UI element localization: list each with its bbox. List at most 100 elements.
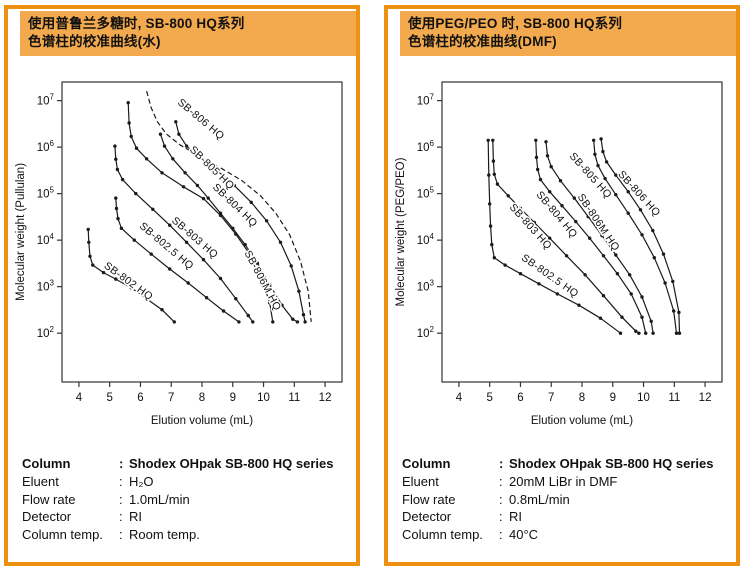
curve-sb-806-hq xyxy=(146,90,312,322)
y-tick-label: 106 xyxy=(417,139,435,154)
data-point xyxy=(626,189,630,194)
data-point xyxy=(120,177,125,181)
panel-title: 使用PEG/PEO 时, SB-800 HQ系列 色谱柱的校准曲线(DMF) xyxy=(400,11,736,56)
data-point xyxy=(671,279,675,283)
data-point xyxy=(538,177,543,181)
data-point xyxy=(289,263,293,268)
x-tick-label: 10 xyxy=(637,392,650,404)
y-tick-label: 104 xyxy=(37,232,55,247)
data-point xyxy=(206,196,210,200)
x-tick-label: 9 xyxy=(230,392,236,404)
data-point xyxy=(506,193,510,198)
data-point xyxy=(545,153,550,158)
spec-label: Column temp. xyxy=(22,527,103,543)
x-tick-label: 5 xyxy=(106,392,112,404)
data-point xyxy=(651,331,655,335)
spec-value: 0.8mL/min xyxy=(509,491,570,507)
panel-pullulan-water: 使用普鲁兰多糖时, SB-800 HQ系列 色谱柱的校准曲线(水) 4 5 6 7 8 9… xyxy=(4,5,360,566)
panel-title-line2: 色谱柱的校准曲线(DMF) xyxy=(408,33,557,49)
data-point xyxy=(614,252,618,257)
data-point xyxy=(628,272,632,277)
spec-row: Column: Shodex OHpak SB-800 HQ series xyxy=(22,455,348,473)
data-point xyxy=(649,319,653,323)
spec-colon: : xyxy=(119,455,124,471)
data-point xyxy=(651,228,655,232)
spec-label: Flow rate xyxy=(22,491,76,507)
y-axis-label: Molecular weight (PEG/PEO) xyxy=(395,157,407,306)
data-point xyxy=(119,226,124,230)
spec-value: Shodex OHpak SB-800 HQ series xyxy=(129,455,334,471)
data-point xyxy=(303,319,307,324)
curve-sb-802-hq xyxy=(87,228,175,322)
y-tick-label: 105 xyxy=(417,185,435,200)
spec-label: Eluent xyxy=(22,473,59,489)
data-point xyxy=(534,138,538,142)
plot-box xyxy=(441,81,723,383)
data-point xyxy=(234,296,238,301)
data-point xyxy=(537,281,541,286)
data-point xyxy=(87,240,91,244)
data-point xyxy=(600,233,604,237)
spec-label: Column xyxy=(402,455,451,471)
data-point xyxy=(518,206,523,210)
data-point xyxy=(599,136,603,141)
spec-row: Detector: RI xyxy=(402,508,728,526)
data-point xyxy=(114,277,118,281)
x-tick-label: 8 xyxy=(199,392,205,404)
curve-label: SB-802 HQ xyxy=(102,259,155,302)
curve-label: SB-806 HQ xyxy=(175,96,227,142)
y-tick-label: 107 xyxy=(37,92,55,107)
y-tick-label: 102 xyxy=(37,325,55,340)
data-point xyxy=(490,242,494,246)
spec-label: Column xyxy=(22,455,71,471)
spec-label: Flow rate xyxy=(402,491,456,507)
data-point xyxy=(186,280,190,285)
spec-colon: : xyxy=(119,491,123,507)
data-point xyxy=(295,319,300,324)
data-point xyxy=(160,307,164,312)
data-point xyxy=(297,289,301,293)
data-point xyxy=(160,170,164,175)
spec-colon: : xyxy=(119,473,123,489)
data-point xyxy=(593,152,597,156)
data-point xyxy=(174,119,178,124)
data-point xyxy=(663,280,667,285)
data-point xyxy=(134,146,139,150)
data-point xyxy=(674,331,679,335)
data-point xyxy=(637,331,641,335)
x-tick-label: 4 xyxy=(76,392,83,404)
data-point xyxy=(162,144,167,148)
panel-peg-peo-dmf: 使用PEG/PEO 时, SB-800 HQ系列 色谱柱的校准曲线(DMF) 4… xyxy=(384,5,740,566)
data-point xyxy=(168,223,172,227)
spec-colon: : xyxy=(499,473,503,489)
data-point xyxy=(518,271,523,276)
data-point xyxy=(171,156,175,161)
x-tick-label: 6 xyxy=(137,392,143,404)
data-point xyxy=(134,191,138,195)
x-tick-label: 11 xyxy=(288,392,300,404)
data-point xyxy=(132,238,136,242)
data-point xyxy=(264,218,269,223)
y-axis-label: Molecular weight (Pullulan) xyxy=(15,162,27,300)
data-point xyxy=(640,315,644,319)
data-point xyxy=(620,315,624,319)
data-point xyxy=(184,144,189,148)
data-point xyxy=(601,293,606,298)
data-point xyxy=(640,294,644,299)
data-point xyxy=(583,272,587,277)
spec-colon: : xyxy=(499,509,503,525)
y-tick-label: 103 xyxy=(417,278,435,293)
data-point xyxy=(231,226,235,230)
x-axis-label: Elution volume (mL) xyxy=(531,415,633,427)
data-point xyxy=(280,303,284,307)
data-point xyxy=(574,219,578,223)
data-point xyxy=(113,144,117,148)
data-point xyxy=(255,261,260,265)
data-point xyxy=(215,168,220,173)
data-point xyxy=(181,184,186,189)
spec-label: Column temp. xyxy=(402,527,483,543)
data-point xyxy=(129,285,133,290)
spec-row: Detector: RI xyxy=(22,508,348,526)
data-point xyxy=(168,266,172,271)
